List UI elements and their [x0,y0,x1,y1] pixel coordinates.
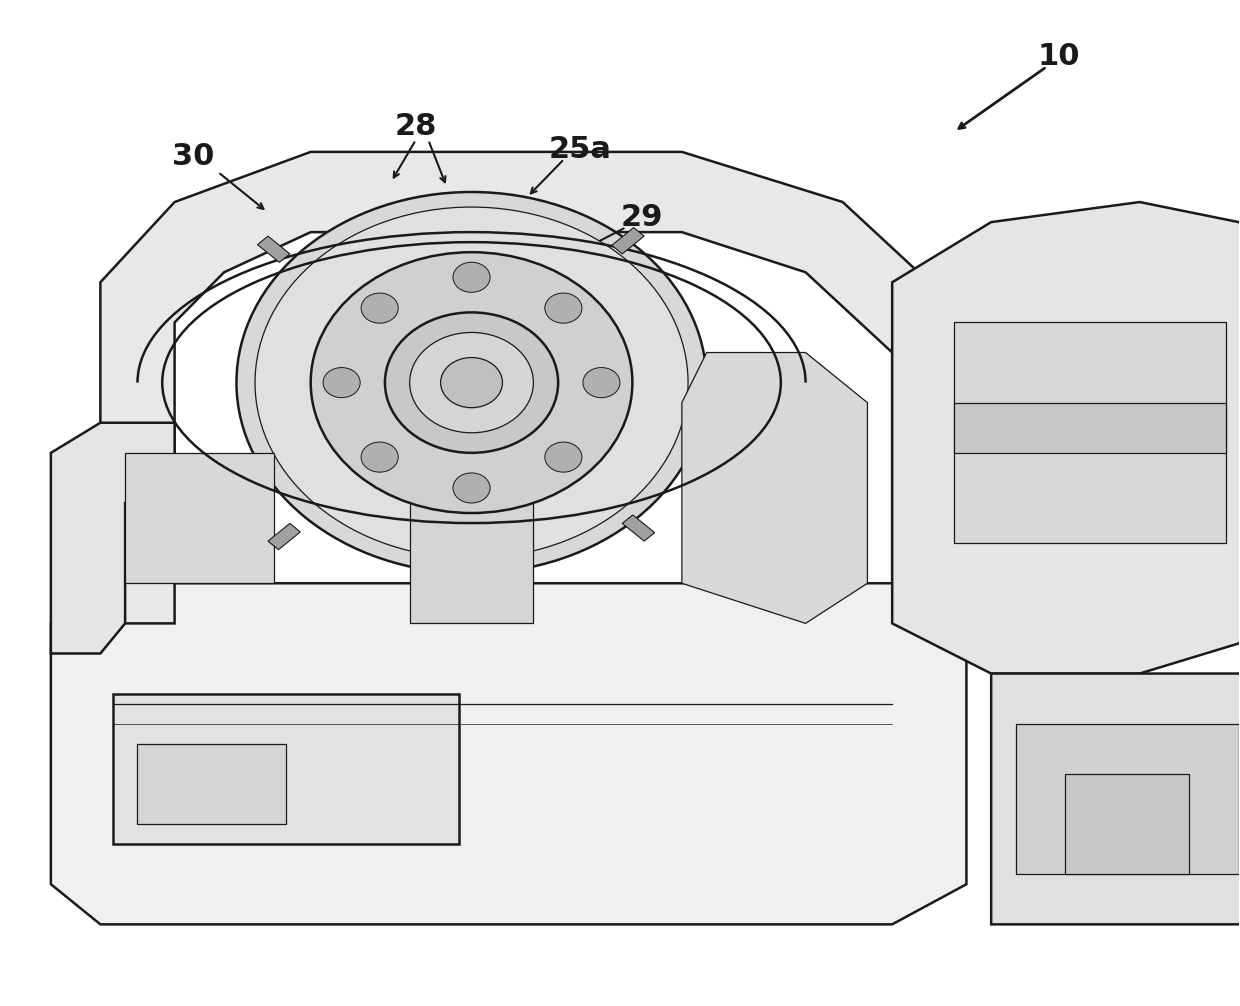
Bar [138,743,286,824]
Circle shape [237,192,707,573]
Circle shape [583,367,620,397]
Circle shape [544,293,582,323]
Circle shape [453,263,490,293]
Polygon shape [125,453,274,583]
Circle shape [440,357,502,407]
Text: 29: 29 [621,202,663,231]
Circle shape [409,332,533,433]
Circle shape [324,367,360,397]
Circle shape [311,253,632,513]
Text: 30: 30 [172,143,215,171]
Polygon shape [100,152,966,624]
Bar [622,515,655,541]
Text: 25a: 25a [549,136,611,164]
Polygon shape [991,644,1240,925]
Polygon shape [51,583,966,925]
Polygon shape [682,352,868,624]
Bar [258,236,290,263]
Bar [268,523,300,549]
Bar [409,402,533,624]
Bar [954,402,1226,453]
Circle shape [453,473,490,503]
Circle shape [384,313,558,453]
Bar [954,322,1226,543]
Circle shape [361,293,398,323]
Bar [1016,723,1239,874]
Text: 10: 10 [1038,42,1080,71]
Circle shape [361,442,398,472]
Text: 28: 28 [394,113,436,141]
Bar [113,693,459,844]
Circle shape [544,442,582,472]
Circle shape [255,207,688,558]
Polygon shape [51,423,175,654]
Bar [611,227,644,254]
Bar [1065,774,1189,874]
Polygon shape [893,202,1240,674]
